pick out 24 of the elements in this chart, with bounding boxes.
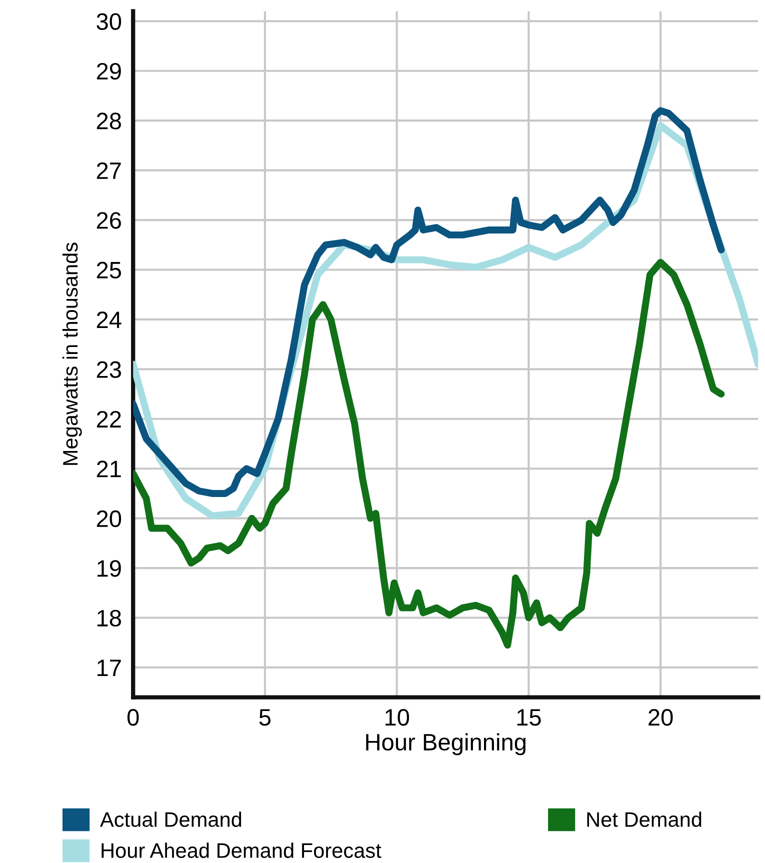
y-tick-label: 25 [96,262,122,279]
y-tick-label: 18 [98,610,121,627]
y-tick-label: 28 [96,112,121,130]
legend-label: Hour Ahead Demand Forecast [102,842,382,858]
x-tick-label: 5 [259,709,271,726]
y-tick-label: 24 [96,312,122,328]
y-tick-label: 17 [98,660,121,676]
x-tick-label: 20 [648,709,673,726]
x-tick-label: 10 [385,709,410,726]
y-tick-label: 20 [96,510,122,528]
x-tick-label: 15 [517,709,541,726]
x-axis-title: Hour Beginning [366,733,526,756]
legend-label: Net Demand [587,812,702,827]
y-tick-label: 27 [96,162,121,179]
y-tick-label: 19 [98,560,121,577]
y-tick-label: 21 [96,460,121,478]
legend-label: Actual Demand [100,812,242,827]
y-tick-label: 30 [96,13,122,30]
y-tick-label: 23 [96,361,121,378]
x-tick-label: 0 [127,709,139,726]
y-tick-label: 29 [96,62,121,80]
y-tick-label: 26 [96,212,121,229]
y-axis-title: Megawatts in thousands [62,242,82,465]
y-tick-label: 22 [96,410,121,428]
